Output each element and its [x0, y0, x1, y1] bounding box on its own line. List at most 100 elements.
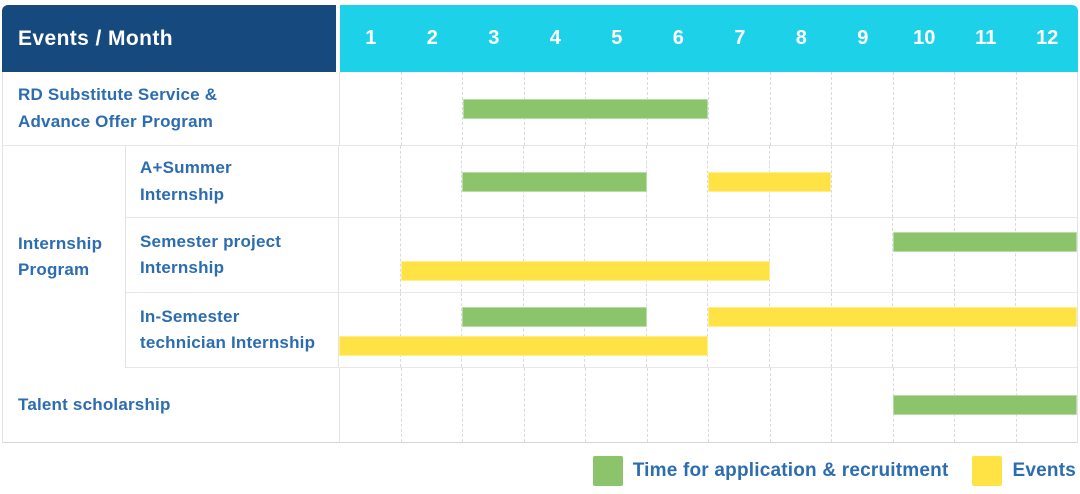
month-label-2: 2: [426, 27, 438, 49]
gantt-grid-cell: [339, 218, 400, 292]
month-label-10: 10: [913, 27, 936, 49]
month-label-7: 7: [734, 27, 746, 49]
month-label-3: 3: [488, 27, 500, 49]
gantt-grid-cell: [830, 218, 893, 292]
gantt-grid-cell: [708, 72, 770, 145]
month-header-band: 1 2 3 4 5 6 7 8 9 10 11 12: [340, 5, 1078, 72]
gantt-grid-cell: [954, 72, 1016, 145]
month-label-6: 6: [672, 27, 684, 49]
gantt-grid-cell: [523, 368, 586, 442]
a-plus-summer-internship-bar-yellow-m7-m8: [708, 171, 831, 192]
legend-item-yellow: Events: [972, 456, 1076, 486]
month-label-8: 8: [795, 27, 807, 49]
legend-label: Time for application & recruitment: [632, 460, 949, 481]
talent-scholarship-chart: [340, 368, 1077, 442]
gantt-grid-cell: [646, 368, 709, 442]
talent-scholarship-bar-green-m10-m12: [892, 395, 1077, 415]
month-label-11: 11: [975, 27, 997, 49]
gantt-grid-cell: [399, 146, 462, 217]
gantt-grid-cell: [462, 368, 524, 442]
gantt-grid-cell: [707, 146, 769, 217]
gantt-grid-cell: [769, 72, 832, 145]
in-semester-technician-internship-bar-yellow-m7-m12: [708, 307, 1077, 327]
in-semester-technician-internship-chart: [339, 293, 1077, 367]
legend-swatch-yellow: [972, 456, 1003, 486]
rd-substitute-service-chart: [340, 72, 1077, 145]
gantt-grid-cell: [461, 293, 523, 367]
schedule-table: Events / Month 1 2 3 4 5 6 7 8 9 10 11 12 RD Substi…: [2, 5, 1078, 443]
internship-program-group-label: Internship Program: [3, 146, 126, 368]
gantt-grid-cell: [1015, 218, 1077, 292]
gantt-grid-cell: [399, 293, 462, 367]
gantt-grid-cell: [1015, 72, 1078, 145]
semester-project-internship-label: Semester project Internship: [126, 218, 339, 292]
gantt-grid-cell: [892, 218, 954, 292]
a-plus-summer-internship-chart: [339, 146, 1077, 217]
table-body: RD Substitute Service & Advance Offer Pr…: [2, 72, 1078, 443]
gantt-grid-cell: [953, 293, 1016, 367]
events-month-header-cell: Events / Month: [2, 5, 336, 72]
semester-project-internship-bar-yellow-m2-m7: [400, 261, 770, 281]
table-header-row: Events / Month 1 2 3 4 5 6 7 8 9 10 11 12: [2, 5, 1078, 72]
gantt-grid-cell: [461, 218, 523, 292]
gantt-grid-cell: [831, 368, 893, 442]
internship-program-items: A+Summer Internship Semester project Inte…: [126, 146, 1077, 368]
gantt-grid-cell: [892, 293, 954, 367]
gantt-grid-cell: [1015, 293, 1077, 367]
header-gap: [336, 5, 340, 72]
gantt-grid-cell: [645, 218, 708, 292]
legend: Time for application & recruitment Events: [0, 456, 1076, 486]
in-semester-technician-internship-bar-green-m3-m5: [462, 307, 647, 327]
talent-scholarship-label: Talent scholarship: [3, 368, 340, 442]
month-label-5: 5: [611, 27, 623, 49]
gantt-grid-cell: [953, 146, 1016, 217]
gantt-grid-cell: [830, 293, 893, 367]
in-semester-technician-internship-label: In-Semester technician Internship: [126, 293, 339, 367]
a-plus-summer-internship-bar-green-m3-m5: [462, 171, 647, 192]
gantt-grid-cell: [645, 293, 708, 367]
gantt-grid-cell: [892, 72, 955, 145]
legend-swatch-green: [592, 456, 623, 486]
gantt-grid-cell: [708, 368, 770, 442]
gantt-grid-cell: [400, 368, 463, 442]
gantt-grid-cell: [522, 293, 585, 367]
legend-label: Events: [1012, 460, 1076, 481]
gantt-grid-cell: [831, 72, 893, 145]
gantt-grid-cell: [584, 293, 646, 367]
semester-project-internship-chart: [339, 218, 1077, 292]
gantt-grid-cell: [707, 218, 769, 292]
gantt-grid-cell: [340, 368, 401, 442]
a-plus-summer-internship-label: A+Summer Internship: [126, 146, 339, 217]
gantt-grid-cell: [1015, 146, 1077, 217]
in-semester-technician-internship-bar-yellow-m1-m6: [339, 336, 708, 356]
gantt-grid-cell: [645, 146, 708, 217]
gantt-grid-cell: [462, 72, 524, 145]
legend-item-green: Time for application & recruitment: [592, 456, 949, 486]
month-label-1: 1: [365, 27, 377, 49]
group-row-internship-program: Internship Program A+Summer Internship Sem…: [3, 146, 1077, 368]
gantt-grid-cell: [769, 293, 831, 367]
gantt-grid-cell: [584, 218, 646, 292]
row-rd-substitute-service: RD Substitute Service & Advance Offer Pr…: [3, 72, 1077, 146]
month-label-12: 12: [1036, 27, 1059, 49]
gantt-grid-cell: [892, 146, 954, 217]
gantt-grid-cell: [769, 218, 831, 292]
gantt-grid-cell: [707, 293, 769, 367]
semester-project-internship-bar-green-m10-m12: [892, 232, 1077, 252]
month-label-4: 4: [549, 27, 561, 49]
row-talent-scholarship: Talent scholarship: [3, 368, 1077, 442]
gantt-grid-cell: [769, 368, 832, 442]
row-a-plus-summer-internship: A+Summer Internship: [126, 146, 1077, 218]
month-label-9: 9: [857, 27, 869, 49]
rd-substitute-service-label: RD Substitute Service & Advance Offer Pr…: [3, 72, 340, 145]
gantt-grid-cell: [585, 368, 647, 442]
gantt-grid-cell: [340, 72, 401, 145]
gantt-grid-cell: [339, 146, 400, 217]
gantt-grid-cell: [400, 72, 463, 145]
gantt-grid-cell: [399, 218, 462, 292]
gantt-grid-cell: [522, 218, 585, 292]
row-in-semester-technician-internship: In-Semester technician Internship: [126, 293, 1077, 368]
rd-substitute-service-bar-green-m3-m6: [462, 98, 709, 119]
gantt-grid-cell: [953, 218, 1016, 292]
